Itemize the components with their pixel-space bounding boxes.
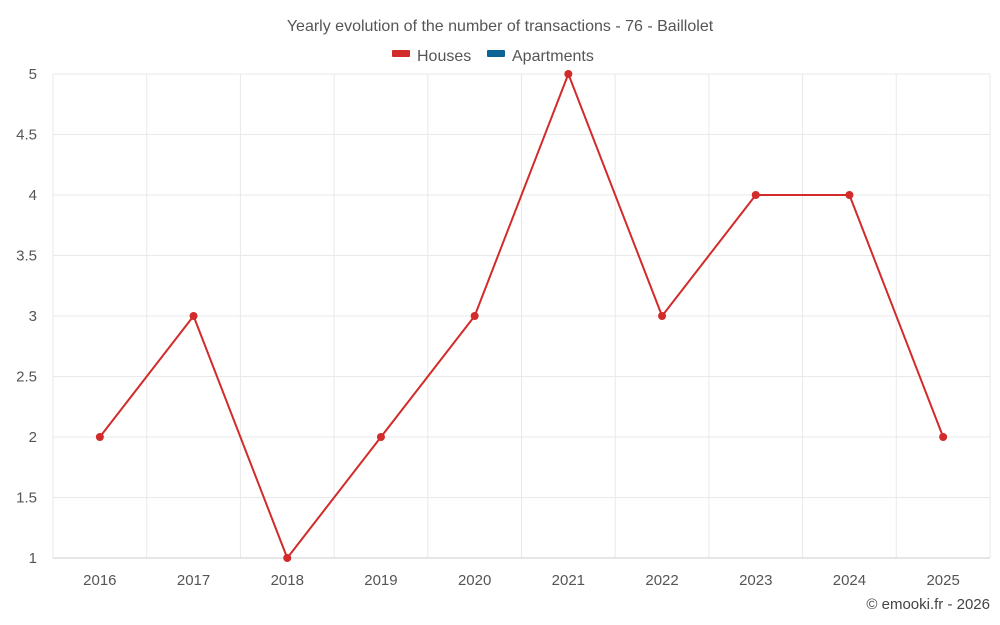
y-tick-label: 2 [29,429,37,446]
x-tick-label: 2022 [645,572,678,589]
chart-title: Yearly evolution of the number of transa… [287,18,714,35]
legend-label-apartments: Apartments [512,48,594,65]
y-tick-label: 4.5 [16,127,37,144]
legend-label-houses: Houses [417,48,471,65]
data-point-houses-2016[interactable] [95,433,104,441]
x-tick-label: 2018 [271,572,304,589]
x-tick-label: 2020 [458,572,491,589]
x-tick-label: 2016 [83,572,116,589]
legend-swatch-apartments [487,50,505,57]
y-tick-label: 3.5 [16,248,37,265]
data-point-houses-2025[interactable] [939,433,948,441]
data-point-houses-2024[interactable] [845,191,854,199]
legend[interactable]: Houses Apartments [392,48,594,65]
legend-item-houses[interactable]: Houses [392,48,471,65]
y-tick-label: 4 [29,187,37,204]
data-point-houses-2022[interactable] [658,312,667,320]
y-tick-label: 3 [29,308,37,325]
y-axis-ticks: 1 1.5 2 2.5 3 3.5 4 4.5 5 [16,66,37,567]
x-tick-label: 2024 [833,572,866,589]
data-point-houses-2023[interactable] [751,191,760,199]
legend-swatch-houses [392,50,410,57]
data-point-houses-2021[interactable] [564,70,573,78]
data-point-houses-2017[interactable] [189,312,198,320]
data-point-houses-2018[interactable] [283,554,292,562]
credit-text: © emooki.fr - 2026 [866,596,990,613]
x-axis-ticks: 2016 2017 2018 2019 2020 2021 2022 2023 2024 2025 [83,572,960,589]
x-tick-label: 2023 [739,572,772,589]
x-tick-label: 2025 [926,572,959,589]
data-point-houses-2020[interactable] [470,312,479,320]
series-houses [95,70,948,562]
data-point-houses-2019[interactable] [376,433,385,441]
legend-item-apartments[interactable]: Apartments [487,48,594,65]
x-tick-label: 2019 [364,572,397,589]
y-tick-label: 1 [29,550,37,567]
y-tick-label: 1.5 [16,490,37,507]
y-tick-label: 5 [29,66,37,83]
x-tick-label: 2021 [552,572,585,589]
y-tick-label: 2.5 [16,369,37,386]
x-tick-label: 2017 [177,572,210,589]
series-line-houses [99,73,945,559]
